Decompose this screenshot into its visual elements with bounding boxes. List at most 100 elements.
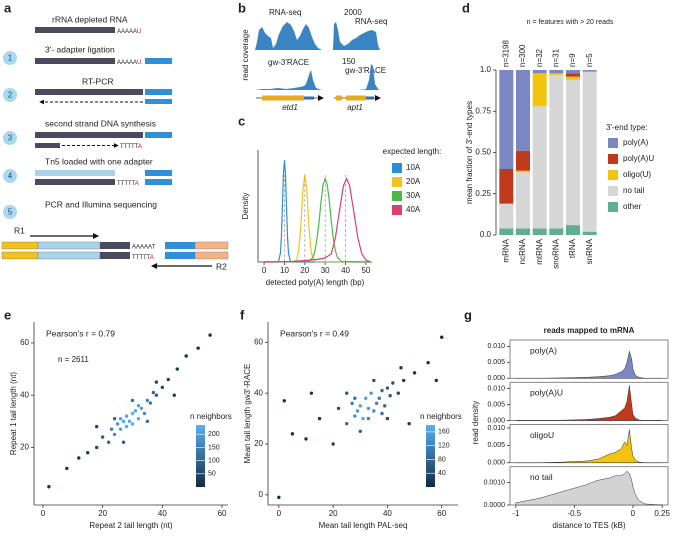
facet-label: no tail <box>530 472 553 482</box>
density-line <box>264 176 371 263</box>
point <box>317 416 322 421</box>
rna <box>35 27 115 33</box>
colorbar-tick-label: 150 <box>208 444 220 451</box>
point <box>440 335 444 339</box>
adapter-p7 <box>194 241 229 250</box>
bar-segment <box>516 172 530 229</box>
point <box>350 401 354 406</box>
point <box>154 380 159 384</box>
read-label: R2 <box>216 261 227 271</box>
panel-label: f <box>240 307 245 322</box>
point <box>94 445 99 450</box>
bar-segment <box>566 76 580 80</box>
bar-segment <box>516 70 530 151</box>
y-tick-label: 0.005 <box>487 401 505 408</box>
step-circle <box>3 131 17 145</box>
tn5-adapter <box>37 241 101 250</box>
point <box>374 401 379 406</box>
x-tick-label: -0.5 <box>567 509 581 518</box>
exon <box>336 95 342 101</box>
point <box>148 401 153 405</box>
scale-label: 2000 <box>344 8 362 17</box>
point <box>355 409 360 413</box>
bar-segment <box>582 231 597 235</box>
bar-segment <box>549 73 564 75</box>
point <box>353 396 357 400</box>
bar-annotation: n=3198 <box>501 40 510 67</box>
legend-swatch <box>392 205 402 215</box>
bar-segment <box>516 170 530 173</box>
point <box>331 442 335 446</box>
point <box>345 391 349 395</box>
y-tick-label: 0.75 <box>475 106 491 115</box>
tn5-adapter <box>37 251 101 260</box>
tail-end: U <box>137 29 141 35</box>
annotation: Pearson's r = 0.79 <box>46 328 115 338</box>
bar-segment <box>532 106 547 229</box>
step-circle <box>3 205 17 219</box>
point <box>385 416 390 421</box>
point <box>172 393 176 397</box>
tail: AAAAAT <box>132 245 156 251</box>
gene-name: etd1 <box>282 103 298 112</box>
y-label: read coverage <box>241 29 250 81</box>
adapter <box>145 132 172 138</box>
y-tick-label: 20 <box>20 443 29 452</box>
tail: TTTTTA <box>120 144 142 150</box>
point <box>277 495 281 500</box>
row-label: rRNA depleted RNA <box>52 14 128 24</box>
colorbar-tick-label: 40 <box>438 470 446 477</box>
point <box>426 360 430 365</box>
row-label: PCR and Illumina sequencing <box>45 199 157 209</box>
legend-swatch <box>608 154 618 164</box>
x-tick-label: 20 <box>300 266 309 275</box>
point <box>353 414 357 418</box>
adapter <box>165 252 195 259</box>
y-tick-label: 0.000 <box>487 460 505 467</box>
point <box>396 391 400 395</box>
bar-annotation: n=300 <box>518 44 527 67</box>
y-tick-label: 0.005 <box>487 359 505 366</box>
x-tick-label: 40 <box>383 509 392 518</box>
point <box>208 333 212 337</box>
legend-swatch <box>392 163 402 173</box>
legend-label: other <box>623 202 642 211</box>
legend-title: expected length: <box>383 147 442 156</box>
facet-label: oligoU <box>530 430 554 440</box>
x-tick-label: 0 <box>41 509 46 518</box>
point <box>139 406 144 410</box>
y-tick-label: 20 <box>254 439 263 448</box>
legend-swatch <box>608 170 618 180</box>
point <box>391 381 395 385</box>
panel-label: e <box>4 307 11 322</box>
adapter-p5 <box>1 251 39 260</box>
point <box>385 386 390 390</box>
facet-label: poly(A)U <box>530 388 563 398</box>
strand-arrow <box>318 95 324 101</box>
scale-label: 150 <box>342 57 356 66</box>
x-tick-label: mtRNA <box>535 238 544 264</box>
legend-label: 10A <box>406 163 421 172</box>
y-tick-label: 0.010 <box>487 385 505 392</box>
point <box>290 432 295 436</box>
point <box>130 411 135 416</box>
colorbar <box>426 425 435 487</box>
point <box>65 466 69 471</box>
point <box>377 396 381 400</box>
legend-swatch <box>392 191 402 201</box>
colorbar-tick-label: 50 <box>208 471 216 478</box>
adapter <box>165 242 195 249</box>
colorbar <box>196 425 205 487</box>
colorbar-title: n neighbors <box>190 412 232 421</box>
y-tick-label: 0.010 <box>487 343 505 350</box>
point <box>434 378 438 383</box>
point <box>142 411 147 416</box>
x-tick-label: ncRNA <box>518 238 527 264</box>
bar-annotation: n=5 <box>585 53 594 67</box>
y-label: mean fraction of 3'-end types <box>465 101 474 204</box>
bar-segment <box>532 70 547 74</box>
colorbar-tick-label: 200 <box>208 431 220 438</box>
point <box>77 456 81 460</box>
legend-swatch <box>608 202 618 212</box>
x-tick-label: 0 <box>277 509 282 518</box>
